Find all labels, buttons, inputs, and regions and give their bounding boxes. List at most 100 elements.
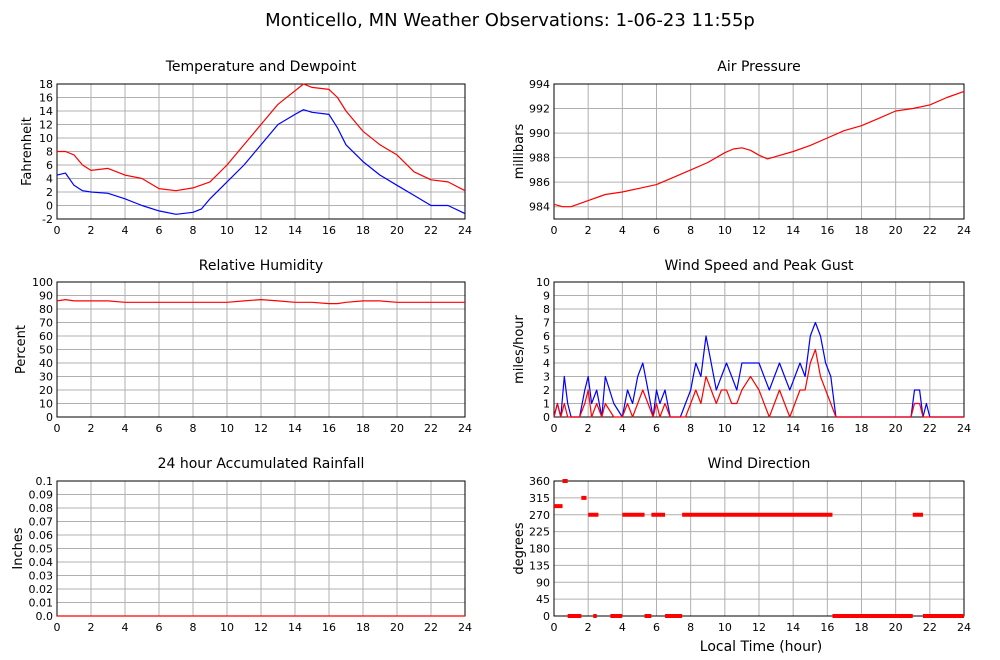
- temp-x-tick-label: 18: [356, 224, 370, 237]
- humidity-y-tick-label: 100: [32, 276, 53, 289]
- rain-x-tick-label: 12: [254, 621, 268, 634]
- rain-x-tick-label: 10: [220, 621, 234, 634]
- temp-y-tick-label: 12: [39, 119, 53, 132]
- wind-x-tick-label: 16: [820, 422, 834, 435]
- wind-y-tick-label: 10: [536, 276, 550, 289]
- temp-x-tick-label: 12: [254, 224, 268, 237]
- rain-x-tick-label: 4: [122, 621, 129, 634]
- temp-x-tick-label: 2: [88, 224, 95, 237]
- rain-x-tick-label: 24: [458, 621, 472, 634]
- temp-x-tick-label: 14: [288, 224, 302, 237]
- direction-y-tick-label: 0: [543, 610, 550, 623]
- pressure-x-tick-label: 20: [889, 224, 903, 237]
- wind-title: Wind Speed and Peak Gust: [665, 258, 854, 274]
- direction-x-tick-label: 12: [752, 621, 766, 634]
- humidity-x-tick-label: 20: [390, 422, 404, 435]
- wind-x-tick-label: 8: [687, 422, 694, 435]
- temp-y-tick-label: -2: [42, 213, 53, 226]
- temp-x-tick-label: 10: [220, 224, 234, 237]
- wind-x-tick-label: 24: [957, 422, 971, 435]
- humidity-x-tick-label: 12: [254, 422, 268, 435]
- humidity-y-tick-label: 30: [39, 371, 53, 384]
- temp-series-line-blue: [56, 109, 466, 215]
- pressure-x-tick-label: 22: [923, 224, 937, 237]
- temp-y-tick-label: 6: [46, 159, 53, 172]
- humidity-x-tick-label: 0: [54, 422, 61, 435]
- direction-x-tick-label: 2: [585, 621, 592, 634]
- direction-y-tick-label: 270: [529, 509, 550, 522]
- direction-x-tick-label: 6: [653, 621, 660, 634]
- direction-y-tick-label: 90: [536, 576, 550, 589]
- direction-y-tick-label: 360: [529, 475, 550, 488]
- humidity-x-tick-label: 16: [322, 422, 336, 435]
- humidity-y-tick-label: 40: [39, 357, 53, 370]
- wind-x-tick-label: 20: [889, 422, 903, 435]
- wind-x-tick-label: 14: [786, 422, 800, 435]
- wind-y-axis-label: miles/hour: [512, 314, 527, 383]
- humidity-y-tick-label: 0: [46, 411, 53, 424]
- humidity-x-tick-label: 22: [424, 422, 438, 435]
- rain-y-tick-label: 0.0: [36, 610, 54, 623]
- temp-y-tick-label: 14: [39, 105, 53, 118]
- direction-x-tick-label: 8: [687, 621, 694, 634]
- rain-y-tick-label: 0.07: [29, 516, 54, 529]
- page-title: Monticello, MN Weather Observations: 1-0…: [265, 10, 755, 31]
- temp-y-tick-label: 2: [46, 186, 53, 199]
- wind-y-tick-label: 0: [543, 411, 550, 424]
- rain-y-tick-label: 0.06: [29, 529, 54, 542]
- temp-title: Temperature and Dewpoint: [165, 59, 357, 75]
- pressure-plot-frame: [553, 83, 965, 220]
- humidity-x-tick-label: 18: [356, 422, 370, 435]
- wind-x-tick-label: 6: [653, 422, 660, 435]
- temp-x-tick-label: 16: [322, 224, 336, 237]
- pressure-x-tick-label: 4: [619, 224, 626, 237]
- wind-x-tick-label: 10: [718, 422, 732, 435]
- temp-y-tick-label: 4: [46, 173, 53, 186]
- direction-x-tick-label: 16: [820, 621, 834, 634]
- rain-x-tick-label: 0: [54, 621, 61, 634]
- pressure-y-tick-label: 984: [529, 201, 550, 214]
- temp-y-axis-label: Fahrenheit: [20, 117, 35, 186]
- wind-y-tick-label: 2: [543, 384, 550, 397]
- direction-x-tick-label: 22: [923, 621, 937, 634]
- pressure-y-tick-label: 988: [529, 152, 550, 165]
- wind-x-tick-label: 4: [619, 422, 626, 435]
- pressure-x-tick-label: 16: [820, 224, 834, 237]
- direction-y-axis-label: degrees: [512, 522, 527, 575]
- temp-x-tick-label: 4: [122, 224, 129, 237]
- temp-x-tick-label: 20: [390, 224, 404, 237]
- wind-y-tick-label: 1: [543, 398, 550, 411]
- direction-x-tick-label: 14: [786, 621, 800, 634]
- temp-y-tick-label: 0: [46, 200, 53, 213]
- pressure-x-tick-label: 0: [551, 224, 558, 237]
- humidity-x-tick-label: 6: [156, 422, 163, 435]
- wind-x-tick-label: 0: [551, 422, 558, 435]
- rain-x-tick-label: 18: [356, 621, 370, 634]
- humidity-series-line-red: [56, 299, 465, 305]
- temp-x-tick-label: 6: [156, 224, 163, 237]
- rain-y-tick-label: 0.05: [29, 543, 54, 556]
- rain-y-tick-label: 0.04: [29, 556, 54, 569]
- temp-x-tick-label: 0: [54, 224, 61, 237]
- wind-x-tick-label: 12: [752, 422, 766, 435]
- pressure-y-tick-label: 994: [529, 78, 550, 91]
- wind-y-tick-label: 5: [543, 344, 550, 357]
- temp-x-tick-label: 24: [458, 224, 472, 237]
- humidity-x-tick-label: 14: [288, 422, 302, 435]
- pressure-x-tick-label: 2: [585, 224, 592, 237]
- wind-x-tick-label: 2: [585, 422, 592, 435]
- wind-plot-frame: [553, 281, 965, 418]
- rain-y-tick-label: 0.1: [36, 475, 54, 488]
- temp-y-tick-label: 10: [39, 132, 53, 145]
- humidity-x-tick-label: 8: [190, 422, 197, 435]
- pressure-y-axis-label: millibars: [512, 124, 527, 180]
- rain-y-tick-label: 0.03: [29, 570, 54, 583]
- pressure-x-tick-label: 18: [855, 224, 869, 237]
- direction-x-tick-label: 24: [957, 621, 971, 634]
